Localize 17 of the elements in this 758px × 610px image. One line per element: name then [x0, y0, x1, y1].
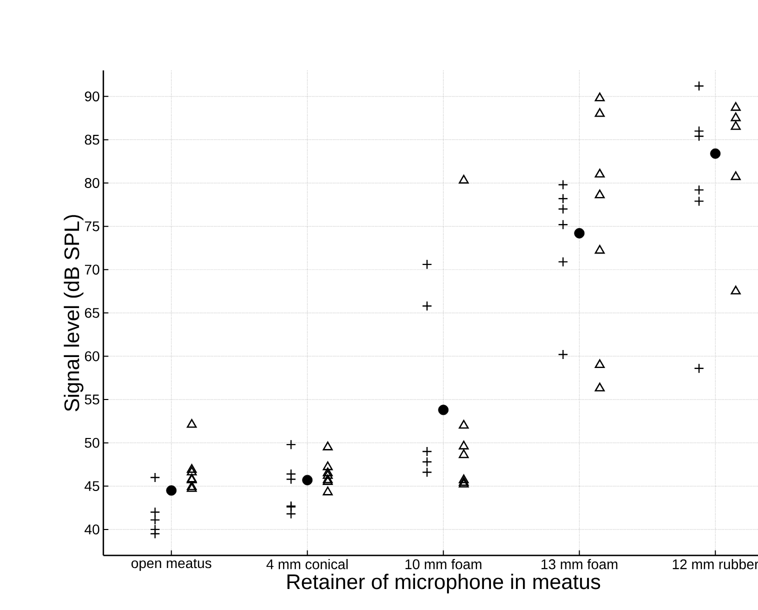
x-tick-label: 13 mm foam — [542, 558, 618, 570]
y-tick-label: 70 — [84, 264, 100, 275]
y-tick-label: 90 — [84, 91, 100, 102]
y-tick-label: 50 — [84, 438, 100, 448]
y-tick-label: 40 — [84, 524, 100, 534]
y-tick-label: 85 — [84, 134, 100, 145]
x-axis-title: Retainer of microphone in meatus — [288, 574, 600, 594]
y-tick-label: 80 — [84, 178, 100, 188]
x-tick-label: open meatus — [131, 558, 212, 571]
x-tick-label: 10 mm foam — [406, 558, 482, 570]
x-tick-label: 4 mm conical — [266, 558, 348, 570]
y-tick-label: 45 — [84, 481, 100, 492]
y-axis-title: Signal level (dB SPL) — [64, 215, 84, 412]
y-tick-label: 60 — [84, 351, 100, 362]
y-tick-label: 75 — [84, 221, 100, 232]
y-tick-label: 65 — [84, 308, 100, 318]
y-tick-label: 55 — [84, 394, 100, 404]
